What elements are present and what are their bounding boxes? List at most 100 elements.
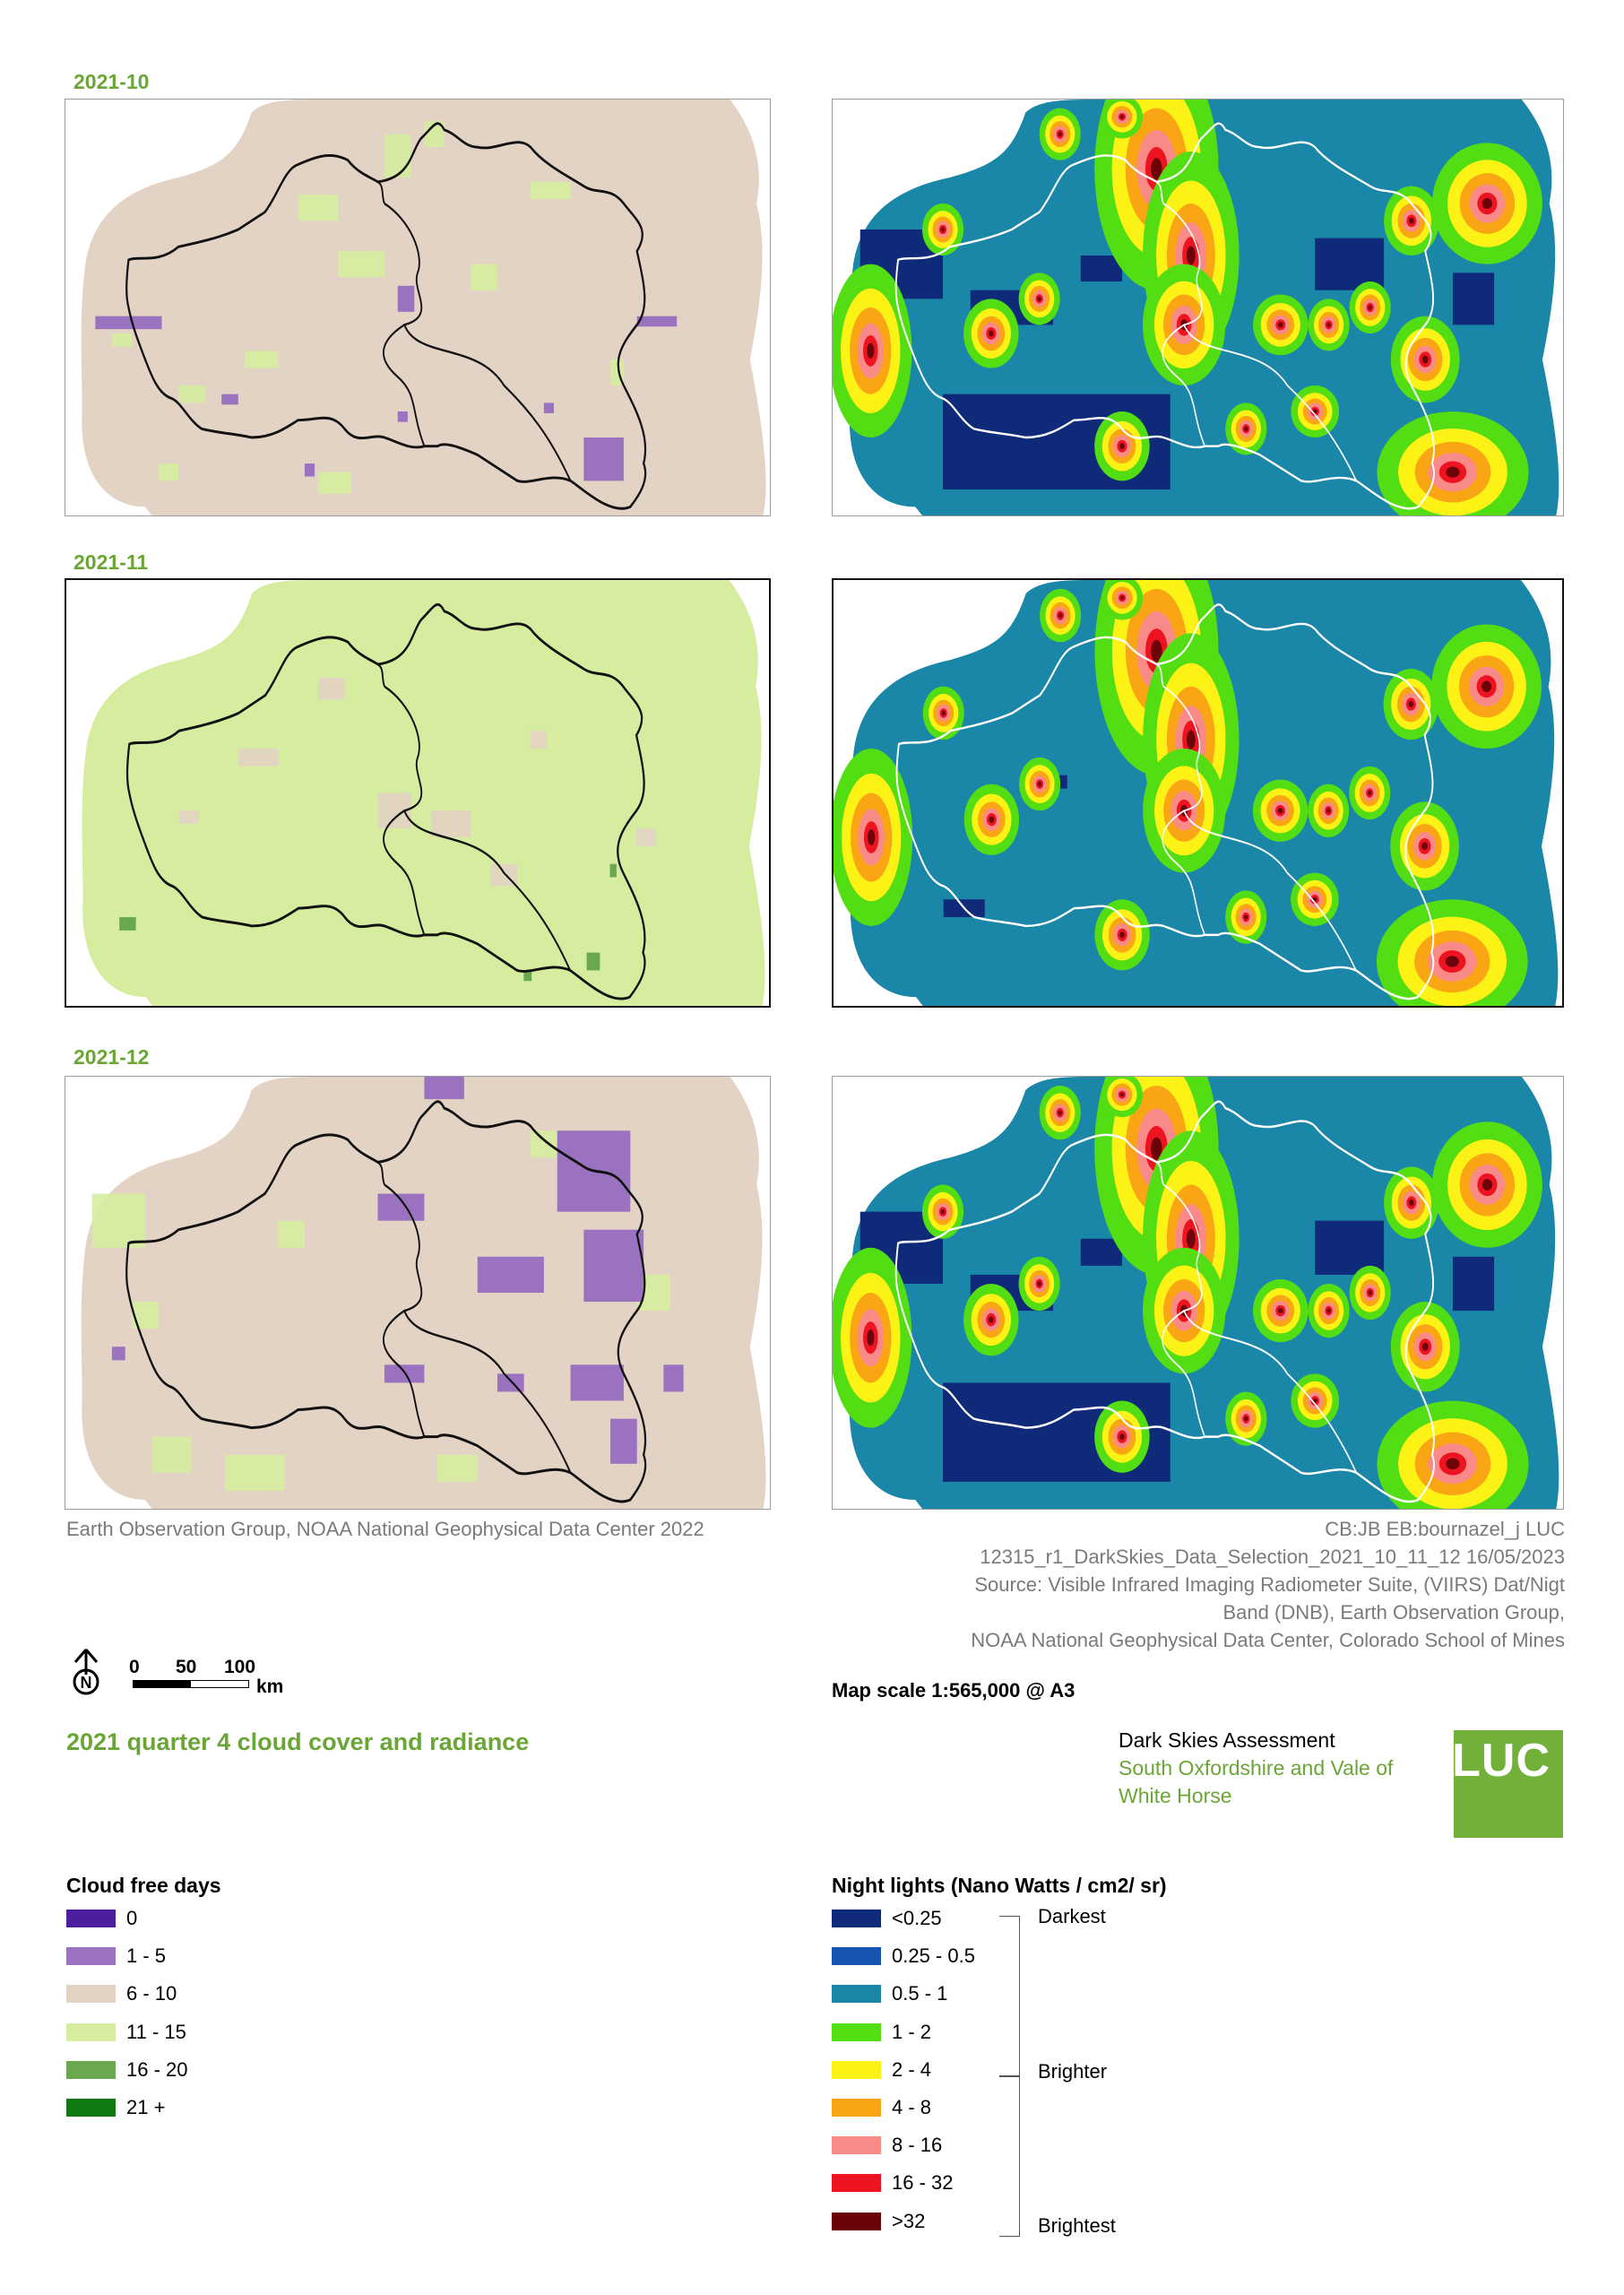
legend-bracket-bottom — [999, 2075, 1020, 2237]
cloud-legend-swatch — [66, 2060, 116, 2079]
radiance-blob — [1058, 1110, 1062, 1115]
lights-legend-swatch — [832, 1985, 881, 2004]
cloud-patches-purple — [111, 1077, 684, 1464]
lights-legend-item: <0.25 — [832, 1907, 1011, 1929]
radiance-blob — [1277, 1307, 1283, 1314]
radiance-blob — [1244, 914, 1248, 920]
radiance-blob — [941, 710, 946, 716]
radiance-blob — [989, 816, 995, 823]
lights-legend-label: 0.5 - 1 — [892, 1982, 948, 2005]
radiance-blob — [868, 829, 876, 845]
radiance-blob — [1244, 1416, 1248, 1422]
lights-legend-swatch — [832, 2174, 881, 2193]
radiance-blob — [1244, 426, 1248, 431]
scale-bar-graphic — [133, 1680, 249, 1688]
radiance-blob — [1277, 322, 1283, 328]
radiance-blob — [1186, 730, 1196, 749]
credit-line: NOAA National Geophysical Data Center, C… — [971, 1629, 1565, 1651]
lights-legend-item: 0.25 - 0.5 — [832, 1944, 1011, 1968]
data-credit-right: CB:JB EB:bournazel_j LUC 12315_r1_DarkSk… — [848, 1515, 1565, 1654]
radiance-blob — [1151, 158, 1162, 180]
radiance-blob — [1119, 1433, 1125, 1441]
lights-legend-label: 2 - 4 — [892, 2057, 932, 2081]
lights-legend-swatch — [832, 1947, 881, 1966]
month-label: 2021-11 — [73, 550, 149, 574]
radiance-blob — [1421, 355, 1429, 364]
radiance-blob — [1058, 612, 1063, 619]
lights-legend-label: >32 — [892, 2209, 926, 2232]
cloud-legend-swatch — [66, 2022, 116, 2041]
radiance-blob — [1481, 680, 1492, 692]
radiance-blob — [1481, 197, 1492, 210]
lights-legend-label: 4 - 8 — [892, 2096, 932, 2118]
cloud-patches-purple — [95, 285, 678, 481]
radiance-blob — [1368, 1290, 1372, 1295]
luc-logo-text: LUC — [1452, 1735, 1551, 1787]
radiance-blob — [1058, 132, 1062, 137]
radiance-hotspots — [833, 100, 1542, 515]
cloud-legend-label: 0 — [126, 1907, 138, 1929]
radiance-blob — [1409, 1199, 1414, 1207]
lights-legend-label: 0.25 - 0.5 — [892, 1944, 975, 1968]
cloud-legend-label: 21 + — [126, 2096, 166, 2118]
cloud-legend-swatch — [66, 1910, 116, 1927]
scale-unit: km — [256, 1676, 284, 1697]
scale-tick-label: 0 — [129, 1657, 140, 1677]
scale-tick-label: 50 — [176, 1657, 197, 1677]
radiance-blob — [1119, 115, 1125, 119]
legend-bracket-top — [999, 1916, 1020, 2077]
cloud-legend-label: 1 - 5 — [126, 1944, 167, 1968]
lights-legend-title: Night lights (Nano Watts / cm2/ sr) — [832, 1874, 1167, 1897]
lights-legend-label: 1 - 2 — [892, 2020, 932, 2043]
cloud-legend-swatch — [66, 1985, 116, 2004]
lights-legend-item: 1 - 2 — [832, 2020, 1011, 2043]
radiance-blob — [1409, 217, 1414, 224]
project-subtitle: White Horse — [1119, 1784, 1232, 1807]
radiance-blob — [1151, 1137, 1162, 1160]
radiance-blob — [1037, 296, 1041, 301]
cloud-patches-light-green — [111, 121, 624, 494]
study-area-halo — [81, 100, 766, 515]
lights-legend-label: <0.25 — [892, 1907, 942, 1929]
radiance-blob — [1120, 595, 1125, 601]
radiance-blob — [1408, 700, 1414, 708]
lights-legend-swatch — [832, 2022, 881, 2041]
cloud-map-oct — [65, 99, 771, 516]
radiance-blob — [940, 227, 946, 232]
map-title: 2021 quarter 4 cloud cover and radiance — [66, 1728, 530, 1755]
radiance-blob — [1037, 1281, 1041, 1286]
scale-tick-label: 100 — [224, 1657, 256, 1677]
lights-legend-item: 8 - 16 — [832, 2134, 1011, 2157]
radiance-blob — [1186, 246, 1196, 265]
cloud-patches-beige — [178, 677, 657, 887]
lights-legend-item: >32 — [832, 2209, 1011, 2232]
map-scale: Map scale 1:565,000 @ A3 — [832, 1679, 1075, 1702]
radiance-hotspots — [833, 1077, 1542, 1509]
cloud-legend-label: 6 - 10 — [126, 1982, 177, 2005]
bracket-label-darkest: Darkest — [1038, 1905, 1106, 1927]
month-label: 2021-10 — [73, 70, 150, 93]
radiance-blob — [1368, 305, 1372, 310]
lights-legend-item: 4 - 8 — [832, 2096, 1011, 2118]
radiance-blob — [1186, 1228, 1196, 1249]
lights-legend-swatch — [832, 2060, 881, 2079]
radiance-map-dec — [832, 1076, 1564, 1510]
cloud-patches-green — [119, 863, 617, 982]
radiance-blob — [1445, 956, 1459, 967]
radiance-blob — [1421, 1342, 1429, 1351]
radiance-blob — [989, 330, 994, 337]
north-letter: N — [81, 1674, 92, 1692]
radiance-blob — [1119, 443, 1125, 450]
radiance-blob — [1446, 466, 1460, 478]
credit-line: 12315_r1_DarkSkies_Data_Selection_2021_1… — [980, 1546, 1565, 1568]
radiance-blob — [1151, 639, 1162, 663]
cloud-map-nov — [65, 578, 771, 1008]
cloud-legend-item: 11 - 15 — [66, 2021, 246, 2043]
lights-legend-label: 8 - 16 — [892, 2134, 943, 2157]
lights-legend-swatch — [832, 1910, 881, 1927]
bracket-label-brightest: Brightest — [1038, 2214, 1116, 2237]
credit-line: Source: Visible Infrared Imaging Radiome… — [974, 1573, 1565, 1596]
radiance-blob — [1326, 1308, 1331, 1313]
radiance-blob — [1368, 790, 1372, 796]
radiance-blob — [940, 1208, 946, 1215]
